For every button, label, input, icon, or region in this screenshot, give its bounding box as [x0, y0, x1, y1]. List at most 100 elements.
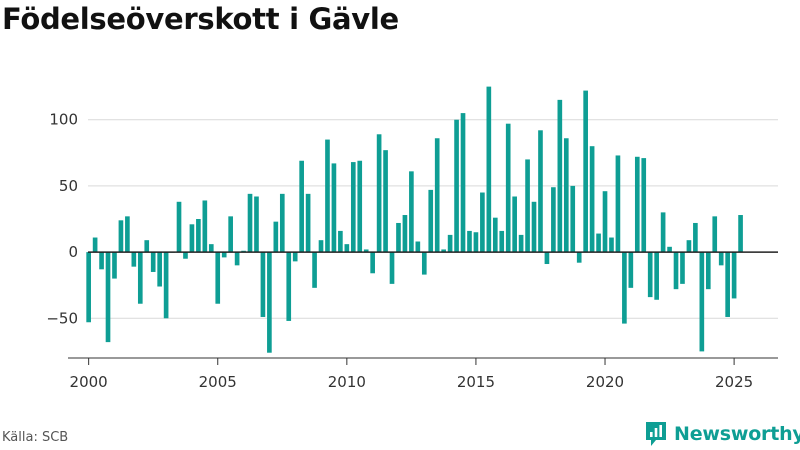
bar	[312, 252, 317, 288]
bar	[589, 146, 595, 253]
gridlines	[88, 119, 778, 319]
bar	[460, 113, 466, 253]
x-tick-label: 2025	[715, 373, 753, 391]
bar	[344, 244, 350, 253]
bar	[92, 237, 98, 253]
bar	[454, 119, 459, 253]
x-tick-label: 2015	[457, 373, 495, 391]
bar	[557, 99, 563, 253]
bar	[389, 252, 395, 284]
bar	[150, 252, 156, 272]
y-tick-label: 50	[59, 177, 78, 195]
brand-logo: Newsworthy	[644, 420, 800, 448]
bar	[125, 216, 130, 253]
bar	[731, 252, 737, 299]
chart-title: Födelseöverskott i Gävle	[2, 2, 399, 36]
bar	[634, 156, 640, 253]
bars	[86, 86, 743, 353]
bar	[189, 224, 195, 253]
bar	[628, 252, 634, 288]
bar	[357, 160, 363, 253]
bar	[609, 237, 614, 253]
bar	[383, 150, 388, 253]
bar	[512, 196, 517, 253]
bar	[693, 222, 698, 253]
bar	[705, 252, 711, 290]
bar	[318, 240, 324, 253]
bar	[570, 185, 576, 253]
bar	[538, 130, 543, 253]
bar	[396, 222, 401, 253]
bar	[492, 217, 498, 253]
bar	[157, 252, 162, 287]
bar	[267, 252, 272, 353]
bar	[86, 252, 91, 323]
bar	[402, 215, 408, 253]
bar	[583, 90, 588, 253]
bar	[738, 215, 743, 253]
bar	[228, 216, 233, 253]
bar	[499, 230, 505, 253]
bar	[531, 201, 537, 253]
bar	[131, 252, 137, 267]
bar	[99, 252, 104, 270]
bar	[615, 155, 621, 253]
bar	[144, 240, 150, 253]
bar	[660, 212, 666, 253]
bar	[544, 252, 550, 265]
bar	[680, 252, 685, 284]
bar	[415, 241, 421, 253]
bar	[247, 193, 253, 253]
bar	[112, 252, 117, 279]
bar	[254, 196, 259, 253]
bar	[376, 134, 382, 253]
bar	[273, 221, 279, 253]
bar	[447, 234, 453, 253]
bar	[525, 159, 530, 253]
newsworthy-logo-icon	[646, 422, 666, 446]
y-tick-label: −50	[46, 309, 78, 327]
bar	[473, 232, 479, 253]
bar	[325, 139, 330, 253]
bar	[292, 252, 298, 262]
y-tick-label: 100	[49, 111, 78, 129]
bar	[331, 163, 337, 253]
bar	[505, 123, 511, 253]
x-tick-label: 2020	[586, 373, 624, 391]
x-tick-label: 2010	[328, 373, 366, 391]
bar	[428, 189, 434, 253]
bar	[286, 252, 292, 321]
bar	[196, 219, 201, 253]
bar	[486, 86, 492, 253]
bar	[305, 193, 311, 253]
bar	[686, 240, 692, 253]
bar	[370, 252, 375, 274]
bar	[647, 252, 653, 298]
bar	[673, 252, 679, 290]
bar	[641, 158, 647, 253]
axes: −50 0 50 100 2000 2005 2010 2015 2020 2025	[46, 111, 778, 391]
bar	[202, 200, 208, 253]
bar	[441, 249, 446, 253]
bar	[363, 249, 369, 253]
source-note: Källa: SCB	[2, 430, 69, 445]
bar	[105, 252, 111, 343]
bar	[563, 138, 569, 253]
bar	[699, 252, 705, 352]
bar	[137, 252, 143, 304]
x-tick-label: 2005	[199, 373, 237, 391]
bar	[576, 252, 582, 263]
bar	[654, 252, 659, 300]
bar	[480, 192, 485, 253]
brand-name: Newsworthy	[674, 423, 800, 445]
bar	[299, 160, 304, 253]
bar	[518, 234, 524, 253]
bar	[163, 252, 169, 319]
bar	[118, 220, 124, 253]
x-tick-label: 2000	[70, 373, 108, 391]
bar	[350, 162, 356, 253]
bar	[596, 233, 601, 253]
y-tick-label: 0	[68, 243, 78, 261]
bar	[208, 244, 214, 253]
bar	[338, 230, 343, 253]
